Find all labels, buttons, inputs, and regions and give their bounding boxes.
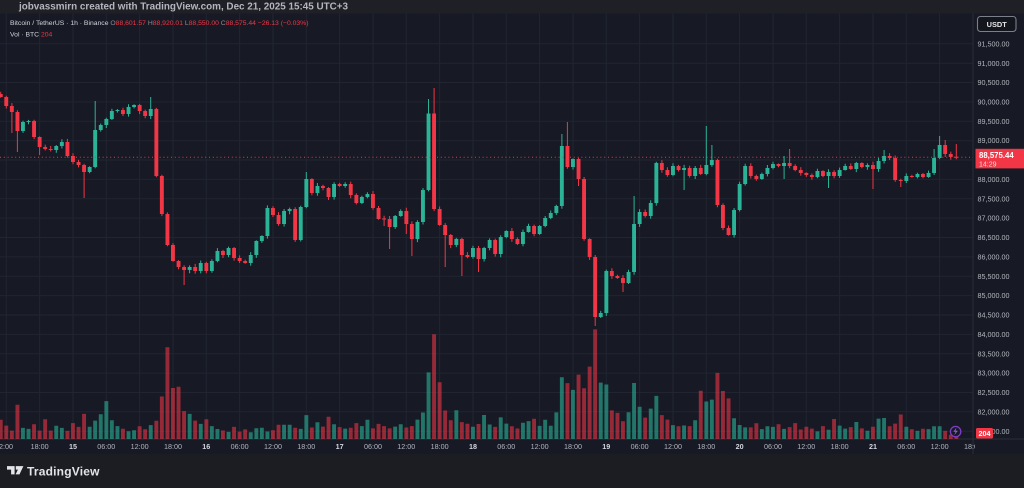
svg-text:18:00: 18:00 [164,442,182,451]
svg-text:91,500.00: 91,500.00 [978,39,1010,48]
svg-text:89,500.00: 89,500.00 [978,117,1010,126]
svg-text:82,000.00: 82,000.00 [978,407,1010,416]
svg-text:12:00: 12:00 [664,442,682,451]
svg-text:82,500.00: 82,500.00 [978,388,1010,397]
svg-text:12:00: 12:00 [131,442,149,451]
svg-text:88,000.00: 88,000.00 [978,175,1010,184]
svg-text:18:00: 18:00 [831,442,849,451]
svg-text:86,000.00: 86,000.00 [978,253,1010,262]
svg-text:06:00: 06:00 [897,442,915,451]
svg-text:17: 17 [336,442,344,451]
svg-text:06:00: 06:00 [631,442,649,451]
svg-text:90,000.00: 90,000.00 [978,98,1010,107]
svg-text:12:00: 12:00 [797,442,815,451]
svg-text:06:00: 06:00 [364,442,382,451]
svg-text:21: 21 [869,442,877,451]
svg-text:18:00: 18:00 [564,442,582,451]
svg-text:06:00: 06:00 [497,442,515,451]
svg-text:Vol · BTC 204: Vol · BTC 204 [10,32,53,39]
svg-text:18:00: 18:00 [964,442,982,451]
svg-text:12:00: 12:00 [264,442,282,451]
svg-text:88,575.44: 88,575.44 [979,151,1014,160]
svg-text:jobvassmirn created with Tradi: jobvassmirn created with TradingView.com… [18,1,349,12]
svg-text:12:00: 12:00 [931,442,949,451]
svg-text:06:00: 06:00 [764,442,782,451]
svg-text:12:00: 12:00 [531,442,549,451]
svg-text:84,000.00: 84,000.00 [978,330,1010,339]
svg-text:84,500.00: 84,500.00 [978,311,1010,320]
svg-text:20: 20 [736,442,744,451]
svg-text:81,500.00: 81,500.00 [978,427,1010,436]
svg-text:18:00: 18:00 [297,442,315,451]
svg-text:90,500.00: 90,500.00 [978,78,1010,87]
svg-text:91,000.00: 91,000.00 [978,59,1010,68]
svg-text:18:00: 18:00 [697,442,715,451]
svg-text:89,000.00: 89,000.00 [978,136,1010,145]
svg-text:19: 19 [602,442,610,451]
svg-text:16: 16 [202,442,210,451]
svg-text:12:00: 12:00 [0,442,13,451]
svg-text:85,500.00: 85,500.00 [978,272,1010,281]
svg-text:87,000.00: 87,000.00 [978,214,1010,223]
svg-text:18:00: 18:00 [31,442,49,451]
svg-text:83,000.00: 83,000.00 [978,369,1010,378]
svg-text:86,500.00: 86,500.00 [978,233,1010,242]
svg-text:06:00: 06:00 [97,442,115,451]
svg-text:85,000.00: 85,000.00 [978,291,1010,300]
svg-text:18:00: 18:00 [431,442,449,451]
svg-text:12:00: 12:00 [397,442,415,451]
svg-text:18: 18 [469,442,477,451]
svg-text:Bitcoin / TetherUS · 1h · Bina: Bitcoin / TetherUS · 1h · Binance O88,60… [10,20,308,27]
svg-text:204: 204 [979,429,991,438]
svg-text:15: 15 [69,442,77,451]
svg-text:14:29: 14:29 [979,162,997,169]
svg-text:USDT: USDT [987,20,1008,29]
svg-text:TradingView: TradingView [27,465,100,479]
svg-text:83,500.00: 83,500.00 [978,349,1010,358]
svg-text:87,500.00: 87,500.00 [978,194,1010,203]
svg-text:06:00: 06:00 [231,442,249,451]
